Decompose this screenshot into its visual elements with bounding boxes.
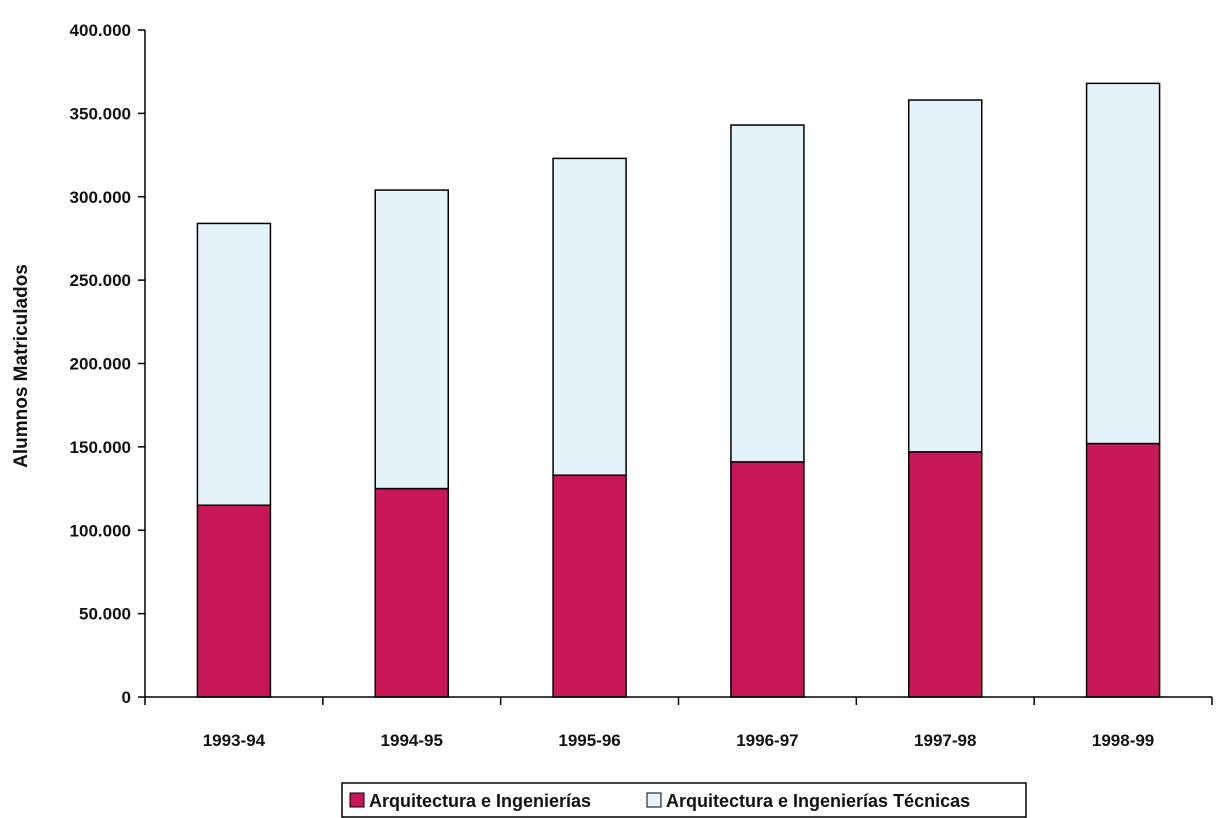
legend: Arquitectura e Ingenierías Arquitectura … <box>341 782 1027 818</box>
legend-label-series-2: Arquitectura e Ingenierías Técnicas <box>666 791 970 811</box>
y-tick-label: 150.000 <box>70 438 131 457</box>
bar-series-1-1995-96 <box>552 474 627 698</box>
bar-series-1-1996-97 <box>730 461 805 698</box>
legend-swatch-series-2 <box>646 792 662 808</box>
y-tick-label: 50.000 <box>79 605 131 624</box>
x-tick-label: 1997-98 <box>914 731 976 750</box>
bars <box>196 82 1161 698</box>
x-axis <box>144 696 1213 705</box>
y-tick-label: 200.000 <box>70 355 131 374</box>
y-tick-labels: 0 50.000 100.000 150.000 200.000 250.000 300.0… <box>70 21 131 707</box>
bar-series-2-1994-95 <box>374 189 449 490</box>
y-tick-label: 250.000 <box>70 271 131 290</box>
bar-series-1-1994-95 <box>374 487 449 698</box>
bar-series-2-1998-99 <box>1085 82 1161 445</box>
y-tick-label: 100.000 <box>70 521 131 540</box>
y-tick-label: 300.000 <box>70 188 131 207</box>
bar-series-2-1997-98 <box>908 99 983 453</box>
bar-series-2-1995-96 <box>552 157 627 476</box>
x-tick-label: 1993-94 <box>203 731 266 750</box>
bar-series-1-1998-99 <box>1085 442 1161 698</box>
y-axis-title: Alumnos Matriculados <box>11 264 32 468</box>
x-tick-label: 1995-96 <box>558 731 620 750</box>
bar-series-1-1997-98 <box>908 451 983 698</box>
bar-series-2-1993-94 <box>196 222 272 506</box>
y-axis <box>138 29 146 698</box>
x-tick-label: 1998-99 <box>1092 731 1154 750</box>
x-tick-label: 1996-97 <box>736 731 798 750</box>
bar-series-1-1993-94 <box>196 504 272 698</box>
y-tick-label: 350.000 <box>70 104 131 123</box>
legend-swatch-series-1 <box>349 792 365 808</box>
legend-label-series-1: Arquitectura e Ingenierías <box>369 791 591 811</box>
y-tick-label: 400.000 <box>70 21 131 40</box>
legend-box <box>341 782 1027 818</box>
bar-series-2-1996-97 <box>730 124 805 463</box>
x-tick-label: 1994-95 <box>381 731 443 750</box>
y-tick-label: 0 <box>122 688 131 707</box>
x-tick-labels: 1993-94 1994-95 1995-96 1996-97 1997-98 1998-… <box>203 731 1155 750</box>
